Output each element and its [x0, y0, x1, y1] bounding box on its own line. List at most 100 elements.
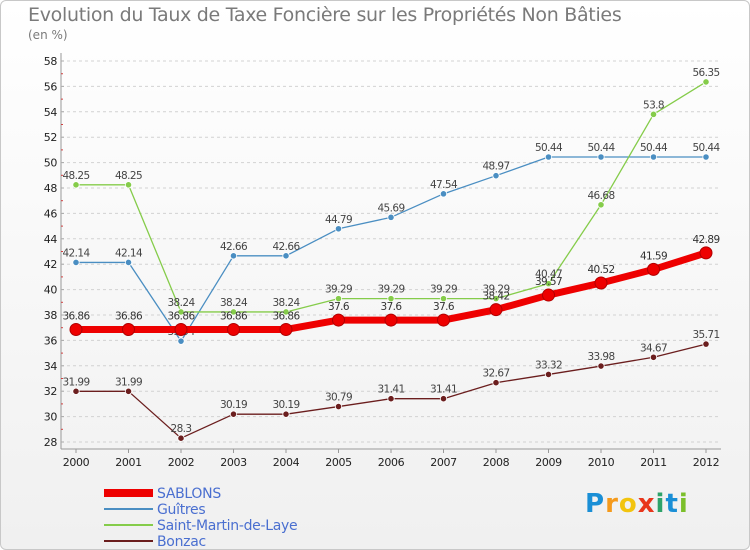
- data-point: [72, 258, 80, 267]
- data-label: 30.19: [220, 399, 247, 411]
- data-label: 28.3: [171, 423, 192, 435]
- data-label: 37.6: [433, 301, 455, 313]
- data-point: [647, 262, 660, 276]
- x-tick-label: 2005: [325, 456, 352, 469]
- data-label: 31.41: [377, 384, 404, 396]
- data-label: 38.24: [272, 297, 300, 309]
- data-label: 33.32: [535, 359, 562, 371]
- data-label: 37.6: [328, 301, 350, 313]
- data-label: 38.42: [482, 291, 509, 303]
- data-label: 45.69: [377, 202, 404, 214]
- data-point: [69, 322, 83, 336]
- data-point: [177, 434, 185, 442]
- x-tick-label: 2006: [378, 456, 405, 469]
- logo-letter: x: [637, 489, 656, 519]
- x-tick-label: 2002: [168, 456, 194, 469]
- x-tick-label: 2010: [588, 456, 615, 469]
- data-label: 39.29: [482, 284, 509, 296]
- data-point: [649, 353, 658, 361]
- data-point: [124, 387, 133, 395]
- data-label: 46.68: [587, 190, 614, 202]
- data-point: [332, 313, 345, 327]
- data-point: [594, 276, 608, 290]
- data-label: 39.29: [430, 284, 457, 296]
- data-point: [492, 172, 500, 180]
- data-point: [699, 246, 713, 260]
- data-label: 39.57: [535, 276, 562, 288]
- data-label: 44.79: [325, 214, 352, 226]
- legend-label: Bonzac: [157, 534, 206, 550]
- data-point: [387, 295, 395, 303]
- y-tick-label: 40: [44, 284, 58, 297]
- y-tick-label: 52: [44, 131, 57, 144]
- logo-letter: o: [618, 489, 638, 519]
- data-point: [597, 362, 605, 370]
- data-label: 50.44: [692, 142, 720, 154]
- x-tick-label: 2008: [483, 456, 510, 469]
- data-label: 38.24: [220, 297, 248, 309]
- unit-label: (en %): [28, 28, 68, 42]
- data-label: 42.66: [272, 241, 300, 253]
- data-label: 36.86: [62, 310, 90, 322]
- data-point: [439, 295, 448, 303]
- data-point: [597, 153, 605, 161]
- logo-letter: t: [665, 489, 679, 519]
- x-tick-label: 2009: [535, 456, 562, 469]
- logo-letter: P: [585, 489, 606, 519]
- data-label: 36.86: [272, 310, 300, 322]
- x-tick-label: 2012: [693, 456, 719, 469]
- y-tick-label: 48: [44, 182, 58, 195]
- data-label: 42.14: [115, 247, 143, 259]
- data-point: [542, 288, 555, 302]
- y-tick-label: 46: [44, 207, 58, 220]
- data-point: [122, 322, 135, 336]
- data-point: [384, 313, 398, 327]
- data-point: [544, 370, 553, 379]
- data-label: 48.97: [482, 161, 509, 173]
- data-label: 31.41: [430, 384, 457, 396]
- x-tick-label: 2003: [220, 456, 247, 469]
- data-label: 31.99: [115, 376, 142, 388]
- proxiti-logo: Proxiti: [585, 489, 689, 519]
- data-label: 48.25: [115, 170, 142, 182]
- data-label: 56.35: [692, 67, 719, 79]
- y-tick-label: 32: [44, 385, 57, 398]
- y-tick-label: 58: [44, 55, 58, 68]
- data-label: 33.98: [587, 351, 614, 363]
- y-tick-label: 44: [44, 233, 58, 246]
- data-point: [227, 322, 240, 336]
- data-label: 48.25: [62, 170, 89, 182]
- data-point: [489, 303, 503, 317]
- legend-label: Saint-Martin-de-Laye: [157, 518, 297, 534]
- data-label: 37.6: [381, 301, 403, 313]
- data-label: 32.67: [482, 368, 509, 380]
- data-point: [124, 258, 133, 267]
- data-label: 30.19: [272, 399, 299, 411]
- logo-letter: i: [678, 489, 689, 519]
- data-label: 50.44: [640, 142, 668, 154]
- x-tick-label: 2007: [430, 456, 457, 469]
- data-label: 31.99: [62, 376, 89, 388]
- data-label: 50.44: [587, 142, 615, 154]
- data-point: [334, 295, 343, 303]
- data-point: [282, 410, 290, 418]
- x-tick-label: 2011: [640, 456, 666, 469]
- data-point: [334, 402, 343, 411]
- y-tick-label: 38: [44, 309, 58, 322]
- data-point: [439, 190, 448, 198]
- chart-title: Evolution du Taux de Taxe Foncière sur l…: [28, 4, 622, 26]
- data-label: 39.29: [325, 284, 352, 296]
- data-point: [544, 153, 553, 161]
- data-point: [437, 313, 450, 327]
- data-point: [597, 201, 605, 209]
- data-point: [702, 78, 710, 86]
- y-tick-label: 56: [44, 80, 58, 93]
- data-point: [282, 308, 290, 316]
- data-label: 42.14: [62, 247, 90, 259]
- data-label: 39.29: [377, 284, 404, 296]
- x-tick-label: 2000: [63, 456, 90, 469]
- data-point: [439, 395, 448, 403]
- y-tick-label: 54: [44, 106, 58, 119]
- data-point: [282, 252, 290, 260]
